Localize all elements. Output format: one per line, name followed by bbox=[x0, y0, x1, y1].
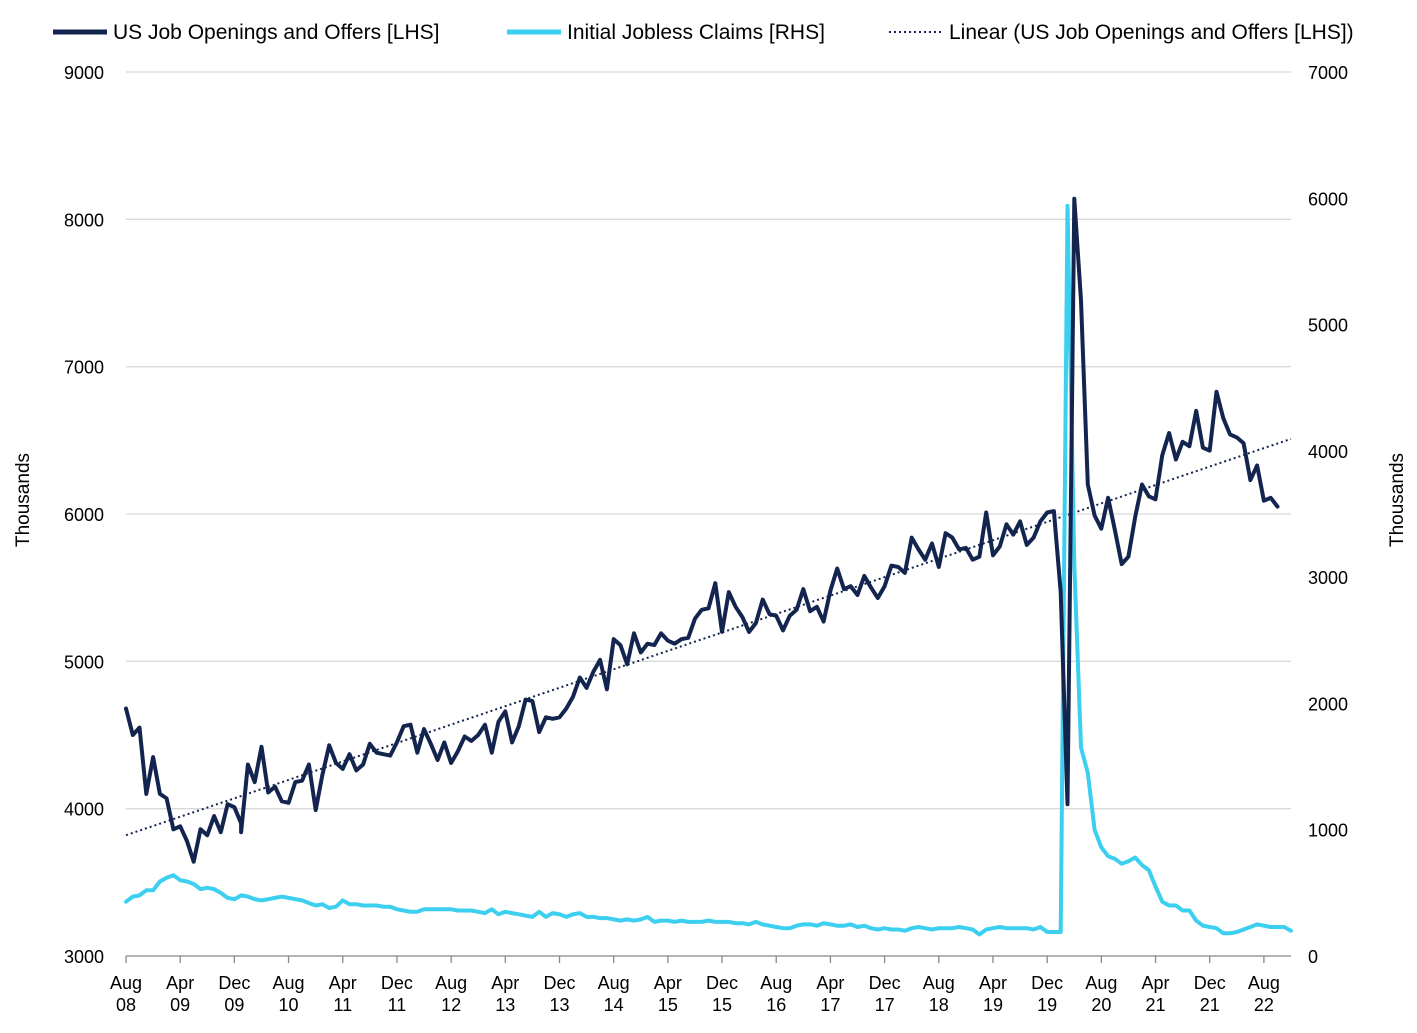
legend-label-1: Initial Jobless Claims [RHS] bbox=[567, 21, 825, 44]
x-tick-label-month: Apr bbox=[816, 973, 844, 993]
x-tick-label-month: Apr bbox=[979, 973, 1007, 993]
gridlines bbox=[126, 71, 1291, 810]
x-tick-label: Dec 11 bbox=[381, 973, 413, 1015]
x-tick-label-year: 15 bbox=[712, 995, 732, 1015]
legend-label-0: US Job Openings and Offers [LHS] bbox=[113, 21, 439, 44]
x-tick-label: Apr 13 bbox=[491, 973, 519, 1015]
x-tick-label-month: Dec bbox=[1031, 973, 1063, 993]
x-tick-label: Dec 21 bbox=[1194, 973, 1226, 1015]
y-right-tick-label: 1000 bbox=[1308, 821, 1348, 841]
right-axis-title: Thousands bbox=[1387, 453, 1408, 547]
y-right-tick-label: 3000 bbox=[1308, 568, 1348, 588]
x-tick-label-month: Aug bbox=[1085, 973, 1117, 993]
x-tick-label-month: Aug bbox=[1248, 973, 1280, 993]
x-tick-label-year: 18 bbox=[929, 995, 949, 1015]
x-tick-label: Dec 15 bbox=[706, 973, 738, 1015]
plot-area bbox=[124, 196, 1293, 937]
x-tick-label-month: Dec bbox=[381, 973, 413, 993]
y-left-tick-label: 9000 bbox=[64, 63, 104, 83]
x-tick-label-month: Aug bbox=[110, 973, 142, 993]
x-tick-label: Aug 20 bbox=[1085, 973, 1117, 1015]
x-tick-label: Aug 16 bbox=[760, 973, 792, 1015]
x-tick-label-year: 13 bbox=[495, 995, 515, 1015]
x-tick-label-month: Aug bbox=[598, 973, 630, 993]
y-right-tick-label: 4000 bbox=[1308, 442, 1348, 462]
x-tick-label-year: 11 bbox=[388, 995, 407, 1015]
y-left-tick-label: 6000 bbox=[64, 505, 104, 525]
x-tick-label-month: Aug bbox=[923, 973, 955, 993]
x-tick-label: Aug 22 bbox=[1248, 973, 1280, 1015]
x-tick-label-year: 19 bbox=[983, 995, 1003, 1015]
x-tick-label-month: Dec bbox=[543, 973, 575, 993]
x-tick-label-month: Apr bbox=[491, 973, 519, 993]
legend-label-2: Linear (US Job Openings and Offers [LHS]… bbox=[949, 21, 1354, 44]
x-tick-label-year: 08 bbox=[116, 995, 136, 1015]
y-right-tick-label: 7000 bbox=[1308, 63, 1348, 83]
x-tick-label-year: 19 bbox=[1037, 995, 1057, 1015]
x-tick-label-month: Dec bbox=[706, 973, 738, 993]
x-tick-label-month: Dec bbox=[869, 973, 901, 993]
y-right-tick-label: 0 bbox=[1308, 947, 1318, 967]
x-tick-label-year: 13 bbox=[549, 995, 569, 1015]
x-tick-label-month: Aug bbox=[760, 973, 792, 993]
x-tick-label-year: 20 bbox=[1091, 995, 1111, 1015]
x-tick-label: Dec 19 bbox=[1031, 973, 1063, 1015]
x-tick-label-year: 14 bbox=[604, 995, 624, 1015]
x-tick-label: Aug 10 bbox=[273, 973, 305, 1015]
x-tick-label: Apr 17 bbox=[816, 973, 844, 1015]
x-tick-label: Apr 11 bbox=[329, 973, 357, 1015]
x-tick-label-month: Apr bbox=[1142, 973, 1170, 993]
x-tick-label-month: Aug bbox=[273, 973, 305, 993]
left-axis-ticks: 3000 4000 5000 6000 7000 8000 9000 bbox=[64, 63, 104, 967]
y-left-tick-label: 8000 bbox=[64, 210, 104, 230]
x-tick-label: Aug 12 bbox=[435, 973, 467, 1015]
x-tick-label-year: 10 bbox=[279, 995, 299, 1015]
x-tick-label-month: Dec bbox=[218, 973, 250, 993]
x-tick-label: Dec 13 bbox=[543, 973, 575, 1015]
x-tick-label-year: 15 bbox=[658, 995, 678, 1015]
x-tick-label-year: 12 bbox=[441, 995, 461, 1015]
x-tick-label-month: Dec bbox=[1194, 973, 1226, 993]
y-left-tick-label: 4000 bbox=[64, 800, 104, 820]
x-tick-label: Aug 14 bbox=[598, 973, 630, 1015]
x-tick-label-year: 11 bbox=[333, 995, 352, 1015]
y-left-tick-label: 7000 bbox=[64, 358, 104, 378]
right-axis-ticks: 0 1000 2000 3000 4000 5000 6000 7000 bbox=[1308, 63, 1348, 967]
series-line-2 bbox=[125, 437, 1292, 837]
x-tick-label-year: 09 bbox=[170, 995, 190, 1015]
x-tick-label: Dec 09 bbox=[218, 973, 250, 1015]
y-left-tick-label: 5000 bbox=[64, 652, 104, 672]
y-right-tick-label: 5000 bbox=[1308, 316, 1348, 336]
x-tick-label: Apr 09 bbox=[166, 973, 194, 1015]
y-right-tick-label: 6000 bbox=[1308, 189, 1348, 209]
x-tick-label: Apr 15 bbox=[654, 973, 682, 1015]
legend: US Job Openings and Offers [LHS] Initial … bbox=[53, 21, 1354, 44]
x-tick-label: Dec 17 bbox=[869, 973, 901, 1015]
x-tick-label-month: Aug bbox=[435, 973, 467, 993]
x-tick-label-year: 22 bbox=[1254, 995, 1274, 1015]
y-right-tick-label: 2000 bbox=[1308, 694, 1348, 714]
x-tick-label: Apr 21 bbox=[1142, 973, 1170, 1015]
x-tick-label-month: Apr bbox=[329, 973, 357, 993]
x-tick-label-year: 17 bbox=[875, 995, 895, 1015]
series-line-0 bbox=[124, 196, 1280, 864]
x-tick-label: Aug 18 bbox=[923, 973, 955, 1015]
x-tick-label-year: 16 bbox=[766, 995, 786, 1015]
x-tick-label-year: 21 bbox=[1200, 995, 1220, 1015]
x-tick-label-year: 21 bbox=[1146, 995, 1166, 1015]
x-tick-label-month: Apr bbox=[654, 973, 682, 993]
x-tick-label-month: Apr bbox=[166, 973, 194, 993]
x-tick-label: Aug 08 bbox=[110, 973, 142, 1015]
series-line-1 bbox=[124, 203, 1293, 937]
y-left-tick-label: 3000 bbox=[64, 947, 104, 967]
x-tick-label-year: 09 bbox=[224, 995, 244, 1015]
x-tick-label: Apr 19 bbox=[979, 973, 1007, 1015]
left-axis-title: Thousands bbox=[13, 453, 34, 547]
x-tick-label-year: 17 bbox=[820, 995, 840, 1015]
